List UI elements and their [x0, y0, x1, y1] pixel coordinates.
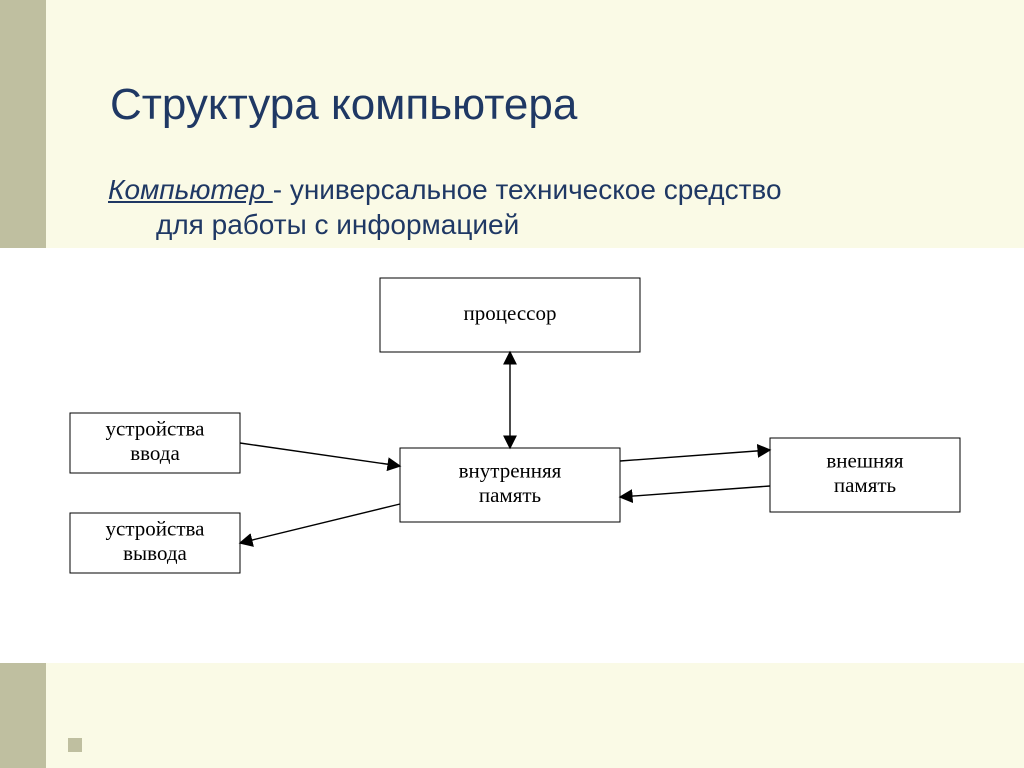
edge-intmem-extmem — [620, 450, 770, 461]
node-label-extmem: память — [834, 473, 896, 497]
edge-extmem-intmem — [620, 486, 770, 497]
node-label-input: устройства — [106, 417, 206, 441]
footer-bullet-icon — [68, 738, 82, 752]
edge-intmem-output — [240, 504, 400, 543]
node-label-output: устройства — [106, 517, 206, 541]
node-label-extmem: внешняя — [826, 449, 904, 473]
node-label-intmem: внутренняя — [459, 459, 562, 483]
node-label-input: ввода — [130, 441, 180, 465]
node-label-output: вывода — [123, 541, 187, 565]
structure-diagram: процессорустройствавводаустройствавывода… — [0, 248, 1024, 663]
node-label-intmem: память — [479, 483, 541, 507]
edge-input-intmem — [240, 443, 400, 466]
definition-text: Компьютер - универсальное техническое ср… — [108, 172, 948, 242]
node-label-cpu: процессор — [464, 301, 557, 325]
slide: Структура компьютера Компьютер - универс… — [0, 0, 1024, 768]
slide-title: Структура компьютера — [110, 80, 577, 130]
